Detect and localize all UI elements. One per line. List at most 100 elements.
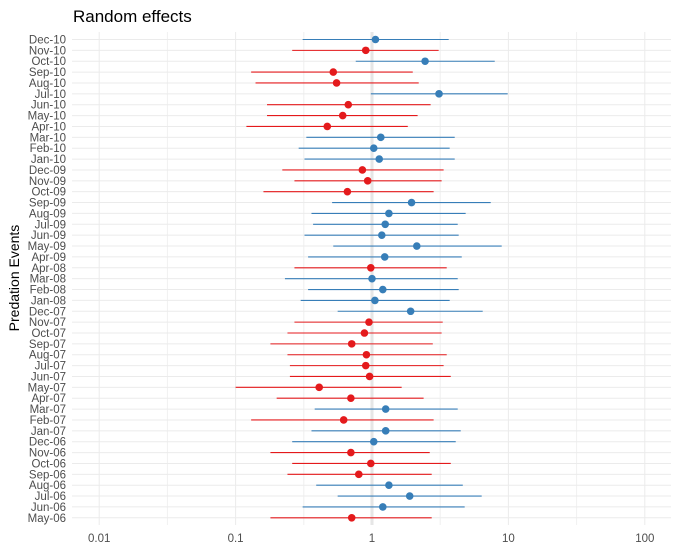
y-tick-label: Dec-06: [29, 437, 66, 449]
estimate-point: [361, 361, 370, 370]
estimate-point: [381, 405, 390, 413]
estimate-point: [368, 274, 376, 283]
estimate-point: [362, 350, 371, 359]
estimate-point: [354, 470, 363, 479]
estimate-point: [332, 79, 341, 87]
y-tick-label: Jul-09: [35, 219, 66, 231]
y-tick-label: Apr-08: [31, 263, 66, 275]
estimate-point: [406, 307, 415, 316]
y-tick-labels: Dec-10Nov-10Oct-10Sep-10Aug-10Jul-10Jun-…: [28, 35, 66, 525]
y-tick-label: Nov-10: [29, 45, 66, 57]
estimate-point: [385, 481, 393, 489]
y-tick-label: Sep-06: [29, 469, 66, 481]
estimate-point: [358, 166, 367, 174]
estimate-point: [381, 427, 390, 435]
estimate-point: [343, 187, 352, 196]
y-tick-label: Feb-10: [30, 143, 66, 155]
estimate-point: [376, 133, 385, 142]
estimate-point: [365, 372, 374, 381]
y-tick-label: Aug-09: [29, 208, 66, 220]
y-tick-label: Oct-07: [31, 328, 66, 340]
y-tick-label: Apr-09: [31, 252, 66, 264]
x-tick-labels: 0.01 0.1 1 10 100: [88, 533, 654, 545]
estimate-point: [365, 318, 373, 326]
y-tick-label: Dec-07: [29, 306, 66, 318]
estimate-point: [381, 220, 390, 229]
y-tick-label: Jul-06: [35, 491, 66, 503]
y-tick-label: Apr-07: [31, 393, 66, 405]
estimate-point: [367, 459, 375, 468]
x-tick-label: 1: [369, 533, 375, 545]
y-tick-label: Jul-07: [35, 361, 66, 373]
x-tick-label: 100: [635, 533, 654, 545]
estimate-point: [371, 296, 379, 305]
estimate-point: [380, 253, 389, 261]
y-tick-label: May-06: [28, 513, 66, 525]
y-tick-label: Sep-10: [29, 67, 66, 79]
estimate-point: [339, 416, 348, 424]
y-tick-label: Nov-09: [29, 176, 66, 188]
y-tick-label: Mar-07: [30, 404, 66, 416]
y-tick-label: Jun-07: [31, 371, 66, 383]
estimate-point: [315, 383, 323, 392]
estimate-point: [421, 57, 429, 66]
y-tick-label: Jun-09: [31, 230, 66, 242]
estimate-point: [347, 448, 355, 457]
y-tick-label: May-10: [28, 111, 66, 123]
estimate-point: [347, 340, 356, 348]
estimate-point: [375, 155, 384, 163]
y-tick-label: Jul-10: [35, 89, 66, 101]
y-tick-label: May-09: [28, 241, 66, 253]
x-tick-label: 10: [502, 533, 515, 545]
y-tick-label: Oct-10: [31, 56, 66, 68]
estimate-point: [405, 492, 414, 500]
estimate-point: [371, 35, 380, 44]
y-tick-label: Jan-10: [31, 154, 66, 166]
estimate-point: [385, 209, 393, 218]
x-tick-label: 0.01: [88, 533, 110, 545]
estimate-point: [360, 329, 369, 337]
estimate-point: [369, 144, 378, 153]
estimate-point: [363, 177, 372, 185]
y-tick-label: Dec-09: [29, 165, 66, 177]
y-tick-label: Mar-10: [30, 132, 66, 144]
y-tick-label: May-07: [28, 382, 66, 394]
estimate-point: [412, 242, 421, 250]
estimate-point: [361, 46, 370, 55]
data-marks: [235, 35, 508, 522]
y-tick-label: Feb-08: [30, 285, 66, 297]
estimate-point: [435, 90, 443, 98]
y-tick-label: Jun-10: [31, 100, 66, 112]
y-tick-label: Aug-10: [29, 78, 66, 90]
estimate-point: [329, 68, 338, 76]
estimate-point: [347, 514, 356, 522]
y-tick-label: Mar-08: [30, 274, 66, 286]
y-tick-label: Jan-08: [31, 295, 66, 307]
estimate-point: [378, 231, 386, 239]
y-tick-label: Sep-07: [29, 339, 66, 351]
y-tick-label: Aug-07: [29, 350, 66, 362]
x-tick-label: 0.1: [228, 533, 244, 545]
y-tick-label: Jun-06: [31, 502, 66, 514]
y-tick-label: Nov-07: [29, 317, 66, 329]
estimate-point: [367, 263, 375, 272]
estimate-point: [323, 122, 332, 131]
y-axis-label: Predation Events: [6, 225, 22, 332]
y-tick-label: Nov-06: [29, 448, 66, 460]
estimate-point: [344, 100, 353, 109]
y-tick-label: Oct-09: [31, 187, 66, 199]
estimate-point: [379, 503, 387, 511]
y-tick-label: Sep-09: [29, 198, 66, 210]
estimate-point: [369, 437, 378, 446]
estimate-point: [379, 285, 387, 294]
estimate-point: [338, 111, 347, 120]
y-tick-label: Feb-07: [30, 415, 66, 427]
chart-title: Random effects: [73, 7, 192, 26]
y-tick-label: Dec-10: [29, 35, 66, 47]
y-tick-label: Jan-07: [31, 426, 66, 438]
estimate-point: [407, 198, 416, 207]
y-tick-label: Oct-06: [31, 458, 66, 470]
y-tick-label: Apr-10: [31, 121, 66, 133]
estimate-point: [347, 394, 355, 403]
